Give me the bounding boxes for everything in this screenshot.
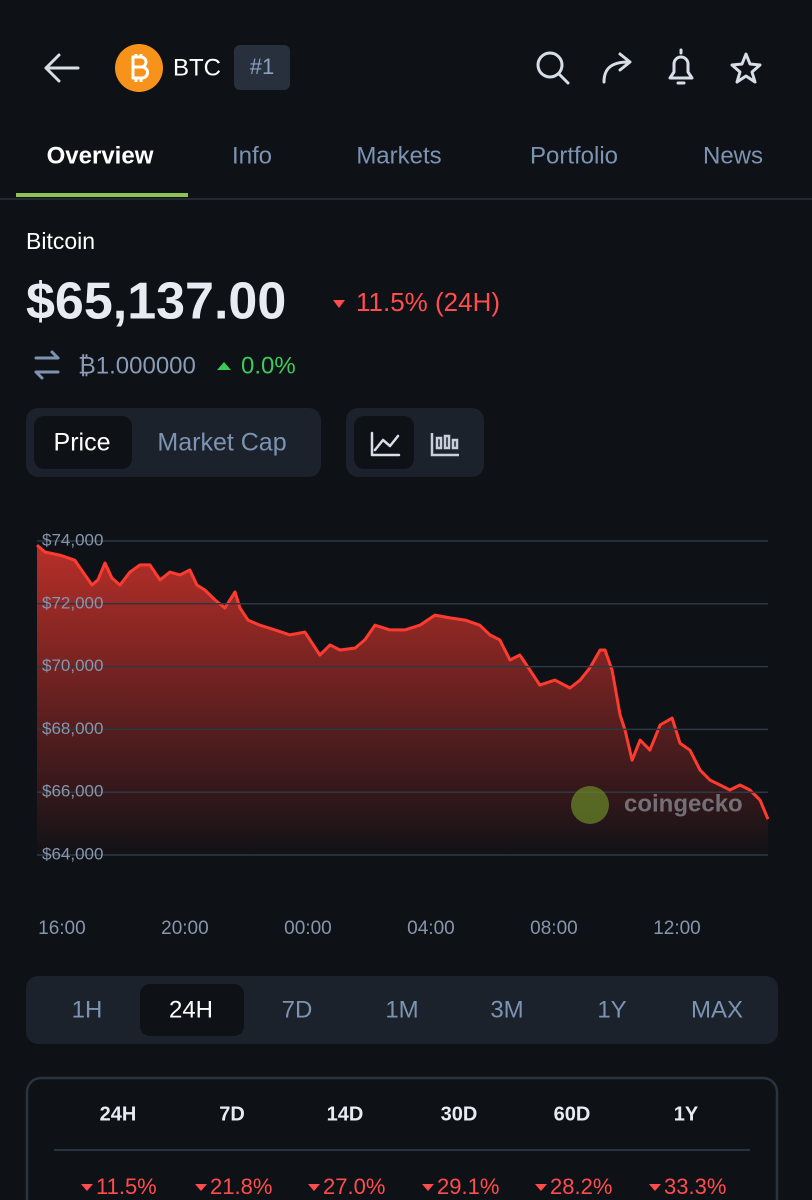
price-area <box>37 545 768 855</box>
x-tick-label: 20:00 <box>161 918 209 939</box>
search-button[interactable] <box>536 51 570 85</box>
coin-name: Bitcoin <box>26 228 95 254</box>
btc-price: ₿1.000000 <box>78 352 196 379</box>
period-header: 14D <box>327 1103 364 1125</box>
chart-toggle-option[interactable]: Price <box>54 429 111 457</box>
price-line <box>36 543 770 820</box>
watermark: coingecko <box>624 790 743 817</box>
tab[interactable]: Info <box>232 142 272 169</box>
x-tick-label: 04:00 <box>407 918 455 939</box>
back-button[interactable] <box>44 53 80 83</box>
y-tick-label: $70,000 <box>42 656 103 675</box>
tab[interactable]: News <box>703 142 763 169</box>
down-arrow <box>308 1184 320 1191</box>
price: $65,137.00 <box>26 273 286 331</box>
tab[interactable]: Markets <box>356 142 441 169</box>
performance-table <box>25 1076 779 1200</box>
range-option[interactable]: 1Y <box>597 996 626 1023</box>
down-arrow <box>195 1184 207 1191</box>
period-header: 1Y <box>674 1103 699 1125</box>
rank: #1 <box>250 54 274 79</box>
coin-logo <box>115 44 163 92</box>
range-option[interactable]: 1M <box>385 996 418 1023</box>
coin-symbol: BTC <box>173 54 221 81</box>
notification-button[interactable] <box>668 48 694 85</box>
down-arrow <box>81 1184 93 1191</box>
period-change: 21.8% <box>210 1174 272 1199</box>
period-change: 11.5% <box>96 1174 157 1199</box>
active-range <box>140 984 244 1036</box>
period-header: 24H <box>100 1103 137 1125</box>
period-header: 30D <box>441 1103 478 1125</box>
x-tick-label: 12:00 <box>653 918 701 939</box>
watermark-logo <box>571 786 609 824</box>
period-change: 28.2% <box>550 1174 612 1199</box>
down-arrow <box>649 1184 661 1191</box>
active-toggle <box>34 416 132 469</box>
tab[interactable]: Portfolio <box>530 142 618 169</box>
y-tick-label: $68,000 <box>42 719 103 738</box>
chart-toggle-option[interactable]: Market Cap <box>157 429 286 457</box>
down-arrow <box>333 300 345 308</box>
period-header: 7D <box>219 1103 245 1125</box>
x-tick-label: 16:00 <box>38 918 86 939</box>
convert-icon <box>34 350 60 380</box>
range-option[interactable]: MAX <box>691 996 743 1023</box>
y-tick-label: $72,000 <box>42 593 103 612</box>
x-tick-label: 00:00 <box>284 918 332 939</box>
tab[interactable]: Overview <box>47 142 154 169</box>
candle-chart-button[interactable] <box>430 433 459 457</box>
y-tick-label: $64,000 <box>42 844 103 863</box>
period-header: 60D <box>554 1103 591 1125</box>
range-option[interactable]: 1H <box>72 996 103 1023</box>
y-tick-label: $66,000 <box>42 782 103 801</box>
x-tick-label: 08:00 <box>530 918 578 939</box>
range-option[interactable]: 3M <box>490 996 523 1023</box>
down-arrow <box>422 1184 434 1191</box>
period-change: 33.3% <box>664 1174 726 1199</box>
rank-badge <box>234 45 290 90</box>
period-change: 27.0% <box>323 1174 385 1199</box>
up-arrow <box>217 362 231 370</box>
down-arrow <box>535 1184 547 1191</box>
line-chart-button[interactable] <box>370 431 401 457</box>
price-change: 11.5% (24H) <box>356 287 500 317</box>
share-button[interactable] <box>602 52 632 84</box>
range-option[interactable]: 7D <box>282 996 313 1023</box>
favorite-button[interactable] <box>730 52 762 84</box>
btc-change: 0.0% <box>241 352 296 379</box>
active-tab-indicator <box>16 193 188 197</box>
period-change: 29.1% <box>437 1174 499 1199</box>
range-option[interactable]: 24H <box>169 996 213 1023</box>
y-tick-label: $74,000 <box>42 530 103 549</box>
